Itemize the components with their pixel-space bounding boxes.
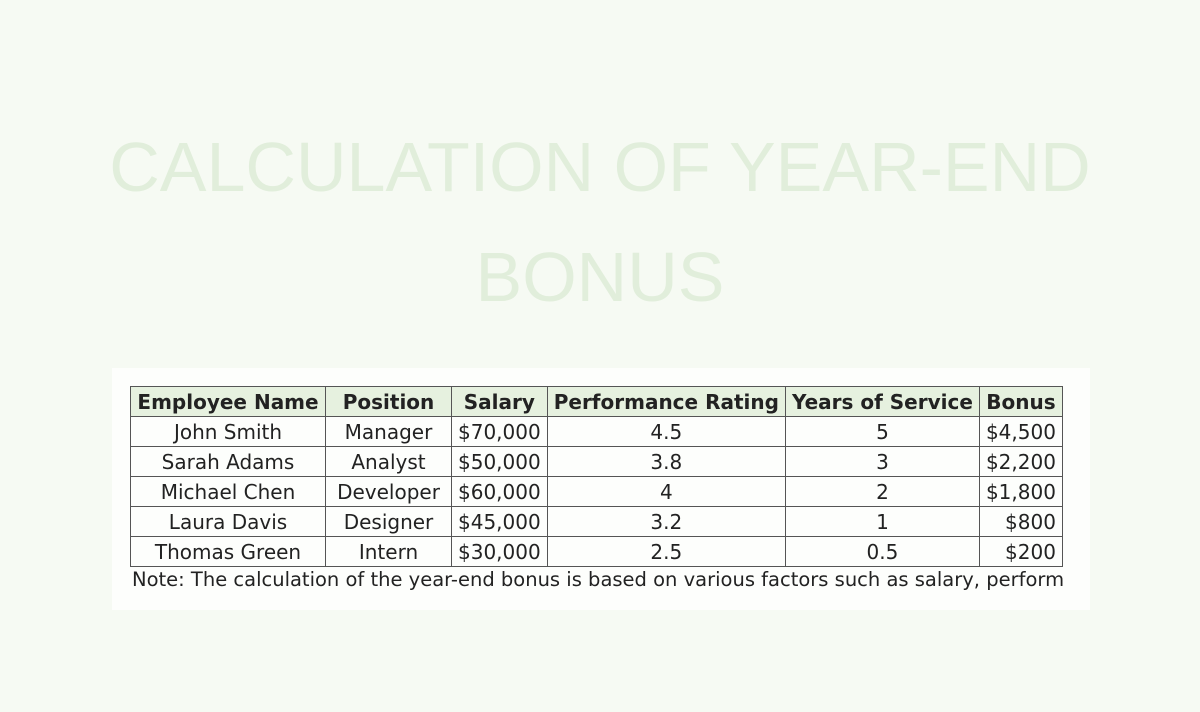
page-title: CALCULATION OF YEAR-END BONUS bbox=[0, 112, 1200, 332]
header-bonus: Bonus bbox=[978, 386, 1063, 417]
cell-years-of-service: 2 bbox=[784, 476, 980, 507]
cell-employee-name: Michael Chen bbox=[130, 476, 326, 507]
cell-performance-rating: 3.8 bbox=[546, 446, 786, 477]
header-salary: Salary bbox=[451, 386, 548, 417]
table-row: Laura Davis Designer $45,000 3.2 1 $800 bbox=[130, 506, 1063, 537]
cell-employee-name: Thomas Green bbox=[130, 536, 326, 567]
cell-position: Intern bbox=[325, 536, 452, 567]
cell-employee-name: Sarah Adams bbox=[130, 446, 326, 477]
cell-years-of-service: 0.5 bbox=[784, 536, 980, 567]
cell-position: Analyst bbox=[325, 446, 452, 477]
cell-salary: $70,000 bbox=[451, 416, 548, 447]
cell-salary: $45,000 bbox=[451, 506, 548, 537]
cell-years-of-service: 3 bbox=[784, 446, 980, 477]
table-row: Michael Chen Developer $60,000 4 2 $1,80… bbox=[130, 476, 1063, 507]
cell-salary: $30,000 bbox=[451, 536, 548, 567]
cell-years-of-service: 5 bbox=[784, 416, 980, 447]
cell-salary: $50,000 bbox=[451, 446, 548, 477]
table-header-row: Employee Name Position Salary Performanc… bbox=[130, 386, 1063, 417]
cell-bonus: $4,500 bbox=[978, 416, 1063, 447]
page-title-line-2: BONUS bbox=[475, 238, 725, 316]
cell-position: Developer bbox=[325, 476, 452, 507]
cell-performance-rating: 4 bbox=[546, 476, 786, 507]
table-row: Sarah Adams Analyst $50,000 3.8 3 $2,200 bbox=[130, 446, 1063, 477]
calculation-note: Note: The calculation of the year-end bo… bbox=[132, 568, 1065, 591]
cell-bonus: $800 bbox=[978, 506, 1063, 537]
cell-employee-name: Laura Davis bbox=[130, 506, 326, 537]
table-row: John Smith Manager $70,000 4.5 5 $4,500 bbox=[130, 416, 1063, 447]
header-performance-rating: Performance Rating bbox=[546, 386, 786, 417]
bonus-table: Employee Name Position Salary Performanc… bbox=[130, 386, 1063, 567]
cell-performance-rating: 4.5 bbox=[546, 416, 786, 447]
page-title-line-1: CALCULATION OF YEAR-END bbox=[109, 128, 1091, 206]
cell-employee-name: John Smith bbox=[130, 416, 326, 447]
cell-bonus: $1,800 bbox=[978, 476, 1063, 507]
cell-performance-rating: 3.2 bbox=[546, 506, 786, 537]
header-position: Position bbox=[325, 386, 452, 417]
header-employee-name: Employee Name bbox=[130, 386, 326, 417]
cell-years-of-service: 1 bbox=[784, 506, 980, 537]
table-row: Thomas Green Intern $30,000 2.5 0.5 $200 bbox=[130, 536, 1063, 567]
cell-position: Manager bbox=[325, 416, 452, 447]
cell-bonus: $200 bbox=[978, 536, 1063, 567]
cell-salary: $60,000 bbox=[451, 476, 548, 507]
cell-bonus: $2,200 bbox=[978, 446, 1063, 477]
cell-position: Designer bbox=[325, 506, 452, 537]
cell-performance-rating: 2.5 bbox=[546, 536, 786, 567]
header-years-of-service: Years of Service bbox=[784, 386, 980, 417]
